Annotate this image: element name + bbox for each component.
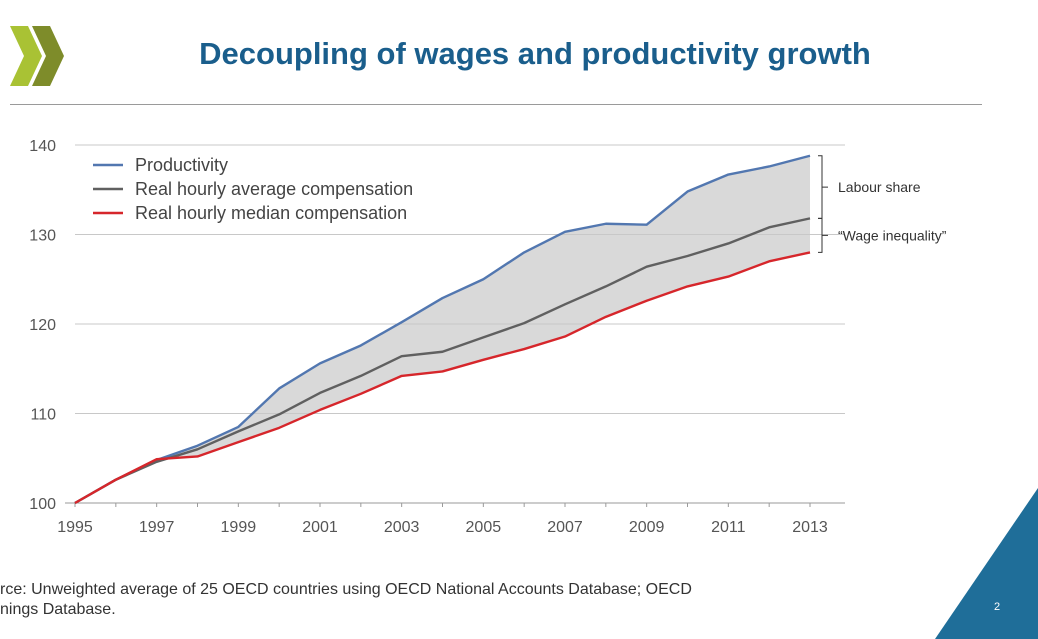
- logo-right-chevron: [32, 26, 64, 86]
- series-line-real-hourly-median-compensation: [74, 251, 811, 505]
- slide-title: Decoupling of wages and productivity gro…: [199, 36, 871, 71]
- shaded-gap-area: [75, 155, 810, 504]
- legend-label: Real hourly median compensation: [135, 203, 407, 223]
- corner-triangle: [935, 488, 1038, 639]
- series-line-real-hourly-average-compensation: [74, 217, 811, 505]
- title-divider: [10, 104, 982, 105]
- series-line-productivity: [74, 154, 811, 505]
- x-tick-label: 2007: [547, 519, 583, 536]
- source-note: rce: Unweighted average of 25 OECD count…: [0, 580, 940, 620]
- x-tick-label: 2005: [466, 519, 502, 536]
- annotation-label: Labour share: [838, 179, 921, 195]
- page-number: 2: [994, 601, 1001, 613]
- x-tick-label: 1995: [57, 519, 93, 536]
- legend-label: Real hourly average compensation: [135, 179, 413, 199]
- source-line-2: nings Database.: [0, 601, 116, 618]
- x-tick-label: 2013: [792, 519, 828, 536]
- x-tick-label: 2011: [711, 519, 746, 536]
- legend-label: Productivity: [135, 155, 228, 175]
- line-chart: 100 110 120 130 140 1995 1997 1999 2001 2003 2005 2…: [29, 138, 947, 536]
- y-tick-label: 110: [30, 407, 56, 424]
- x-tick-label: 1999: [221, 519, 257, 536]
- x-tick-label: 2003: [384, 519, 420, 536]
- annotation-label: “Wage inequality”: [838, 227, 947, 243]
- y-tick-label: 140: [29, 138, 56, 155]
- x-tick-label: 2009: [629, 519, 665, 536]
- logo-left-chevron: [10, 26, 42, 86]
- oecd-logo-icon: [10, 26, 64, 86]
- x-tick-label: 2001: [302, 519, 338, 536]
- y-tick-label: 120: [29, 317, 56, 334]
- y-tick-label: 100: [29, 496, 56, 513]
- y-tick-label: 130: [29, 228, 56, 245]
- x-tick-label: 1997: [139, 519, 175, 536]
- source-line-1: rce: Unweighted average of 25 OECD count…: [0, 581, 692, 598]
- annotation-bracket: [818, 217, 828, 253]
